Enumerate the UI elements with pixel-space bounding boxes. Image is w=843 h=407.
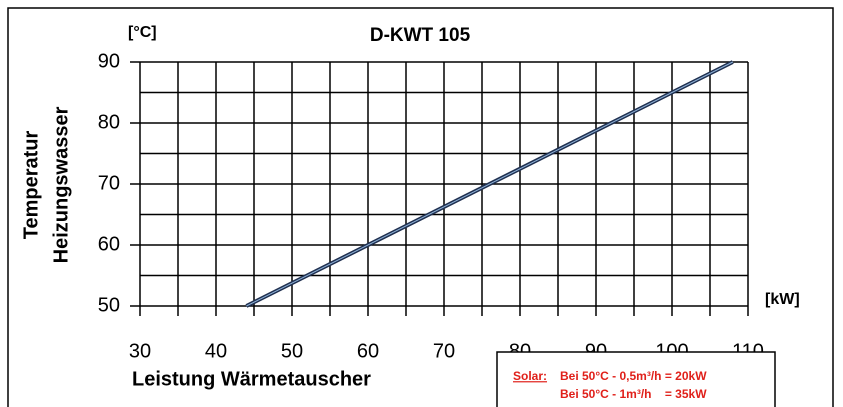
line-highlight [246, 61, 734, 307]
annotation-text: Bei 50°C - 1m³/h = 35kW [560, 387, 707, 401]
y-tick-label: 80 [98, 111, 120, 133]
x-tick-label: 70 [433, 340, 455, 362]
annotation-text: Bei 50°C - 0,5m³/h = 20kW [560, 369, 707, 383]
annotation-label: Solar: [513, 369, 547, 383]
y-tick-label: 50 [98, 294, 120, 316]
x-tick-label: 60 [357, 340, 379, 362]
y-tick-label: 60 [98, 233, 120, 255]
y-axis-label: Heizungswasser [50, 106, 72, 263]
x-tick-label: 40 [205, 340, 227, 362]
chart-title: D-KWT 105 [370, 25, 471, 46]
x-axis-label: Leistung Wärmetauscher [132, 368, 371, 390]
plot-area: 304050607080901001105060708090 [98, 50, 764, 362]
x-tick-label: 50 [281, 340, 303, 362]
y-tick-label: 90 [98, 50, 120, 72]
frame [7, 7, 834, 407]
y-unit: [°C] [128, 24, 157, 41]
x-tick-label: 30 [129, 340, 151, 362]
x-unit: [kW] [765, 291, 800, 308]
y-axis-label: Temperatur [20, 131, 42, 240]
annotation-box [496, 351, 776, 407]
y-tick-label: 70 [98, 172, 120, 194]
